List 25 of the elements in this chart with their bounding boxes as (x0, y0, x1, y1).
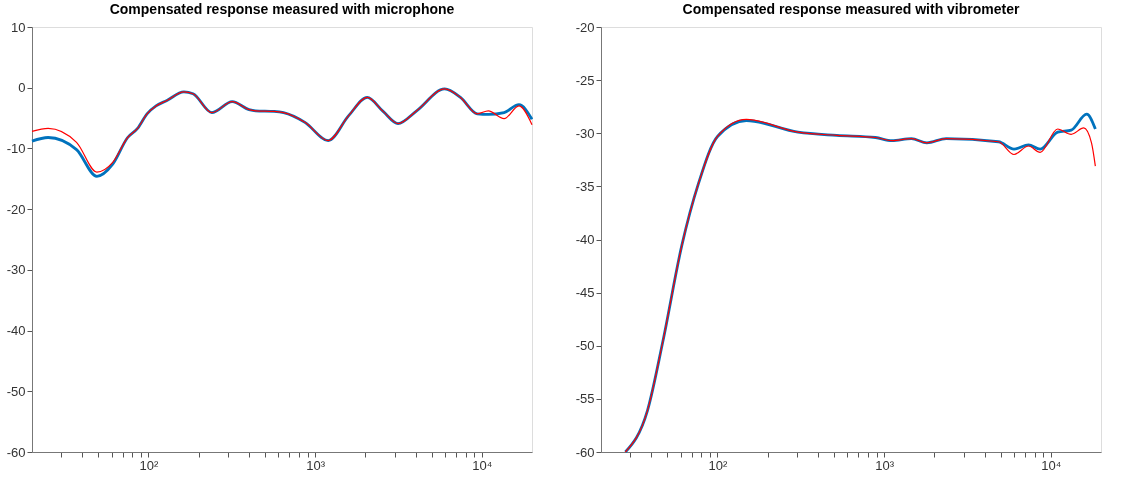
x-tick-label: 10³ (306, 457, 326, 473)
chart-title: Compensated response measured with vibrometer (682, 1, 1020, 17)
y-tick-label: -30 (575, 125, 595, 141)
y-tick-label: -25 (575, 72, 595, 88)
x-tick-label: 10² (708, 457, 729, 473)
chart-title: Compensated response measured with microphone (109, 1, 455, 17)
y-tick-label: -30 (6, 262, 26, 278)
x-tick-label: 10² (139, 457, 160, 473)
x-tick-label: 10⁴ (1041, 457, 1062, 473)
x-tick-label: 10³ (875, 457, 895, 473)
y-tick-label: 10 (11, 19, 26, 35)
y-tick-label: -40 (6, 323, 26, 339)
y-tick-label: 0 (18, 80, 26, 96)
y-tick-label: -50 (575, 338, 595, 354)
y-tick-label: -20 (6, 201, 26, 217)
y-tick-label: -45 (575, 285, 595, 301)
y-tick-label: -35 (575, 178, 595, 194)
y-tick-label: -50 (6, 383, 26, 399)
y-tick-label: -20 (575, 19, 595, 35)
y-tick-label: -55 (575, 391, 595, 407)
x-tick-label: 10⁴ (472, 457, 493, 473)
y-tick-label: -60 (575, 444, 595, 460)
y-tick-label: -10 (6, 140, 26, 156)
y-tick-label: -40 (575, 232, 595, 247)
y-tick-label: -60 (6, 444, 26, 460)
